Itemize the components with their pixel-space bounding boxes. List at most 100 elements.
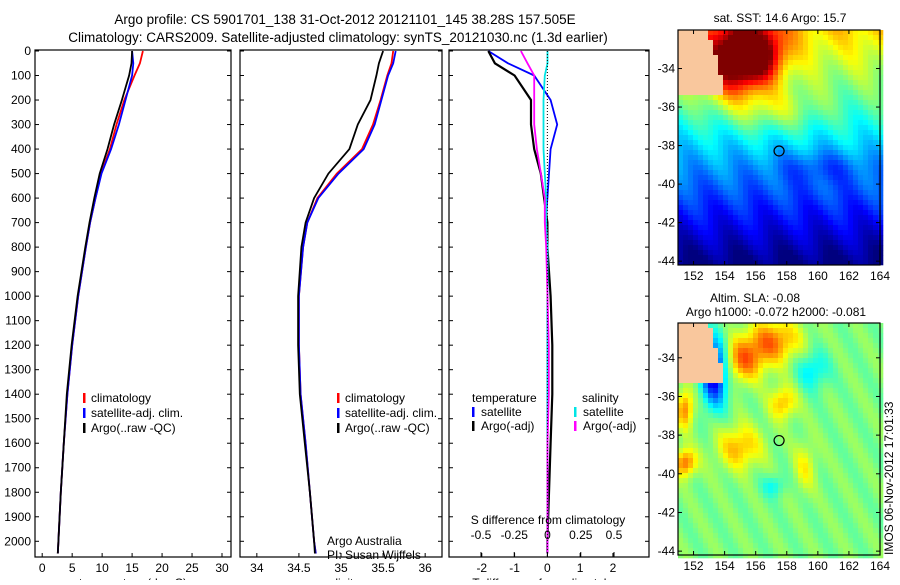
heatmap-cell xyxy=(703,205,709,211)
heatmap-cell xyxy=(813,518,819,524)
heatmap-cell xyxy=(758,110,764,116)
heatmap-cell xyxy=(878,373,884,379)
heatmap-cell xyxy=(833,180,839,186)
heatmap-cell xyxy=(848,488,854,494)
heatmap-cell xyxy=(733,70,739,76)
heatmap-cell xyxy=(868,458,874,464)
heatmap-cell xyxy=(713,50,719,56)
heatmap-cell xyxy=(748,95,754,101)
heatmap-cell xyxy=(868,95,874,101)
heatmap-cell xyxy=(868,205,874,211)
heatmap-cell xyxy=(828,523,834,529)
heatmap-cell xyxy=(688,95,694,101)
heatmap-cell xyxy=(788,170,794,176)
heatmap-cell xyxy=(823,230,829,236)
heatmap-cell xyxy=(723,235,729,241)
heatmap-cell xyxy=(828,30,834,36)
heatmap-cell xyxy=(708,378,714,384)
heatmap-cell xyxy=(848,125,854,131)
heatmap-cell xyxy=(718,373,724,379)
heatmap-cell xyxy=(873,543,879,549)
heatmap-cell xyxy=(683,468,689,474)
heatmap-cell xyxy=(813,50,819,56)
heatmap-cell xyxy=(843,538,849,544)
heatmap-cell xyxy=(763,85,769,91)
heatmap-cell xyxy=(798,338,804,344)
heatmap-cell xyxy=(803,130,809,136)
heatmap-cell xyxy=(693,518,699,524)
heatmap-cell xyxy=(708,175,714,181)
heatmap-cell xyxy=(813,448,819,454)
heatmap-cell xyxy=(843,348,849,354)
heatmap-cell xyxy=(778,135,784,141)
heatmap-cell xyxy=(698,55,704,61)
heatmap-cell xyxy=(718,363,724,369)
heatmap-cell xyxy=(728,160,734,166)
heatmap-cell xyxy=(833,343,839,349)
heatmap-cell xyxy=(868,398,874,404)
heatmap-cell xyxy=(678,140,684,146)
heatmap-cell xyxy=(713,348,719,354)
heatmap-cell xyxy=(788,553,794,559)
heatmap-cell xyxy=(748,100,754,106)
heatmap-cell xyxy=(818,333,824,339)
heatmap-cell xyxy=(698,488,704,494)
heatmap-cell xyxy=(798,30,804,36)
heatmap-cell xyxy=(743,245,749,251)
heatmap-cell xyxy=(693,393,699,399)
heatmap-cell xyxy=(868,498,874,504)
heatmap-cell xyxy=(713,393,719,399)
heatmap-cell xyxy=(683,373,689,379)
heatmap-cell xyxy=(703,423,709,429)
heatmap-cell xyxy=(728,155,734,161)
heatmap-cell xyxy=(798,368,804,374)
heatmap-cell xyxy=(838,403,844,409)
heatmap-cell xyxy=(703,458,709,464)
heatmap-cell xyxy=(868,453,874,459)
heatmap-cell xyxy=(793,100,799,106)
heatmap-cell xyxy=(793,180,799,186)
map-x-tick-label: 154 xyxy=(715,559,735,573)
heatmap-cell xyxy=(693,368,699,374)
heatmap-cell xyxy=(868,323,874,329)
heatmap-cell xyxy=(843,115,849,121)
heatmap-cell xyxy=(813,45,819,51)
heatmap-cell xyxy=(833,225,839,231)
heatmap-cell xyxy=(778,458,784,464)
heatmap-cell xyxy=(833,125,839,131)
heatmap-cell xyxy=(738,210,744,216)
heatmap-cell xyxy=(698,65,704,71)
heatmap-cell xyxy=(758,348,764,354)
heatmap-cell xyxy=(863,225,869,231)
heatmap-cell xyxy=(758,378,764,384)
heatmap-cell xyxy=(708,90,714,96)
heatmap-cell xyxy=(678,115,684,121)
heatmap-cell xyxy=(803,200,809,206)
heatmap-cell xyxy=(803,255,809,261)
heatmap-cell xyxy=(878,165,884,171)
heatmap-cell xyxy=(728,513,734,519)
heatmap-cell xyxy=(713,105,719,111)
heatmap-cell xyxy=(803,170,809,176)
heatmap-cell xyxy=(728,225,734,231)
heatmap-cell xyxy=(813,55,819,61)
heatmap-cell xyxy=(693,333,699,339)
y-tick-label: 300 xyxy=(11,118,31,132)
heatmap-cell xyxy=(838,185,844,191)
heatmap-cell xyxy=(793,458,799,464)
heatmap-cell xyxy=(833,175,839,181)
heatmap-cell xyxy=(788,378,794,384)
heatmap-cell xyxy=(708,120,714,126)
heatmap-cell xyxy=(778,518,784,524)
heatmap-cell xyxy=(713,210,719,216)
heatmap-cell xyxy=(713,110,719,116)
heatmap-cell xyxy=(743,175,749,181)
heatmap-cell xyxy=(798,165,804,171)
heatmap-cell xyxy=(788,150,794,156)
heatmap-cell xyxy=(743,453,749,459)
heatmap-cell xyxy=(698,120,704,126)
heatmap-cell xyxy=(803,443,809,449)
heatmap-cell xyxy=(863,398,869,404)
heatmap-cell xyxy=(793,513,799,519)
heatmap-cell xyxy=(693,180,699,186)
